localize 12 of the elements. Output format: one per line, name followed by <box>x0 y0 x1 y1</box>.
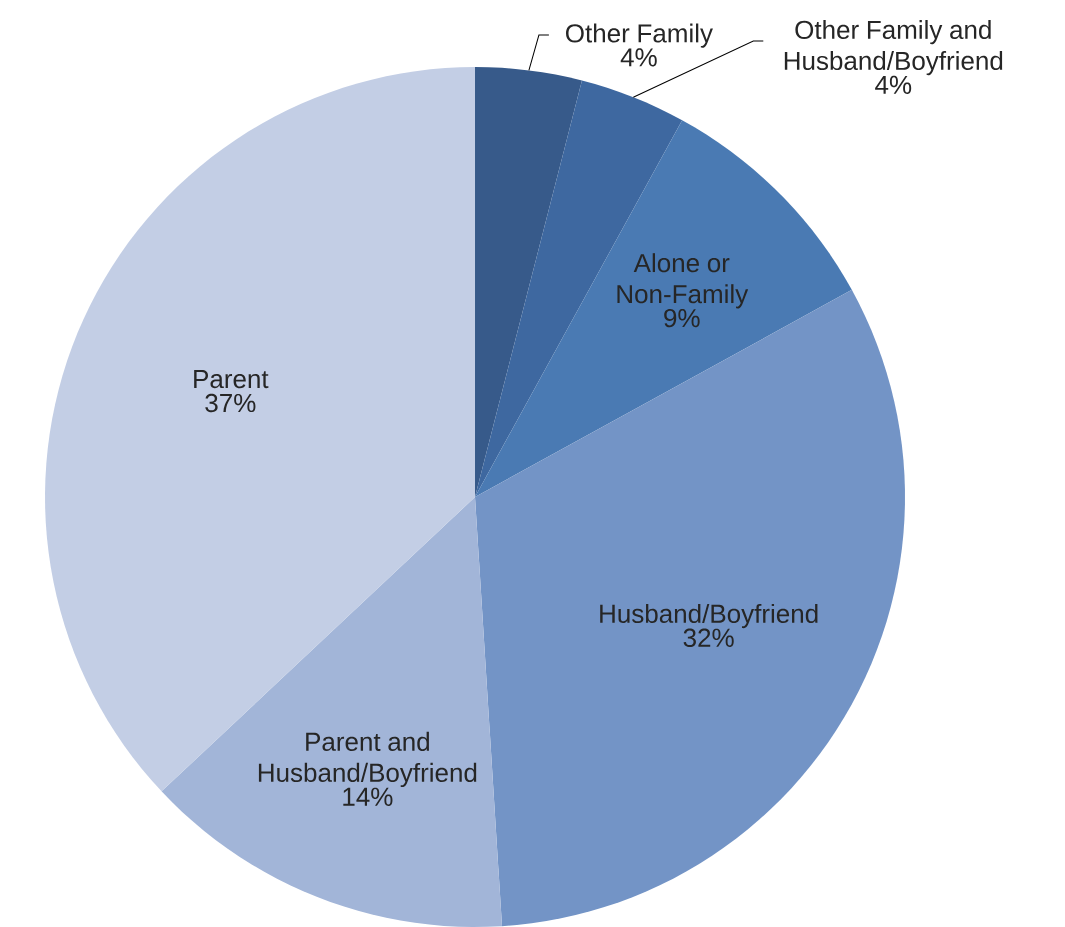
slice-label: Husband/Boyfriend <box>600 603 818 629</box>
data-label: 37% <box>205 393 256 413</box>
data-label: 4% <box>875 75 912 95</box>
slice-label: Other Family <box>566 23 713 48</box>
data-label: 9% <box>664 308 700 328</box>
data-label: 14% <box>343 787 393 806</box>
data-label: 4% <box>620 48 657 67</box>
slice-label: Parent and Husband/Boyfriend <box>258 731 477 788</box>
data-label: 32% <box>683 628 734 647</box>
slice-label: Alone or Non-Family <box>617 253 749 309</box>
slice-label: Other Family and Husband/Boyfriend <box>784 20 1003 76</box>
slice-label: Parent <box>194 370 269 389</box>
